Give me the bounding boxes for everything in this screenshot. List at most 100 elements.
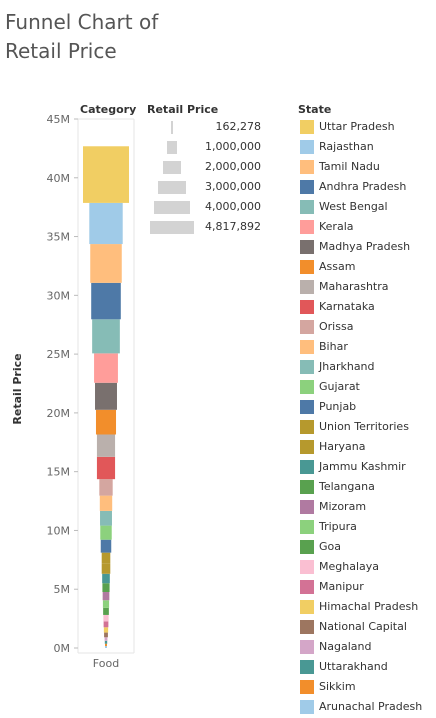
- legend-item[interactable]: Haryana: [300, 439, 436, 455]
- y-tick-label: 30M: [47, 289, 71, 302]
- size-legend-label: 4,000,000: [205, 200, 261, 213]
- legend-item[interactable]: Uttarakhand: [300, 659, 436, 675]
- legend-swatch: [300, 160, 314, 174]
- legend-item[interactable]: West Bengal: [300, 199, 436, 215]
- legend-swatch: [300, 440, 314, 454]
- legend-item[interactable]: Madhya Pradesh: [300, 239, 436, 255]
- funnel-segment: [104, 640, 108, 644]
- legend-item[interactable]: Telangana: [300, 479, 436, 495]
- legend-swatch: [300, 620, 314, 634]
- legend-label: Uttar Pradesh: [319, 120, 395, 133]
- legend-label: Assam: [319, 260, 356, 273]
- legend-item[interactable]: Himachal Pradesh: [300, 599, 436, 615]
- legend-swatch: [300, 640, 314, 654]
- legend-swatch: [300, 320, 314, 334]
- legend-item[interactable]: Kerala: [300, 219, 436, 235]
- size-legend-bar: [153, 201, 191, 214]
- legend-item[interactable]: Tamil Nadu: [300, 159, 436, 175]
- legend-item[interactable]: Bihar: [300, 339, 436, 355]
- legend-swatch: [300, 660, 314, 674]
- legend-swatch: [300, 260, 314, 274]
- legend-label: Sikkim: [319, 680, 356, 693]
- legend-swatch: [300, 700, 314, 714]
- legend-item[interactable]: Sikkim: [300, 679, 436, 695]
- legend-label: Jharkhand: [319, 360, 375, 373]
- size-legend-item: 2,000,000: [146, 159, 261, 175]
- legend-label: Punjab: [319, 400, 357, 413]
- legend-label: Goa: [319, 540, 341, 553]
- funnel-segment: [103, 607, 109, 615]
- legend-label: Andhra Pradesh: [319, 180, 407, 193]
- x-category-label: Food: [93, 657, 119, 670]
- legend-item[interactable]: Manipur: [300, 579, 436, 595]
- size-legend-label: 4,817,892: [205, 220, 261, 233]
- size-legend-bar: [162, 161, 182, 174]
- size-legend-header: Retail Price: [147, 103, 219, 116]
- legend-swatch: [300, 400, 314, 414]
- legend-label: West Bengal: [319, 200, 388, 213]
- legend-label: Haryana: [319, 440, 366, 453]
- legend-label: Kerala: [319, 220, 354, 233]
- legend-item[interactable]: Punjab: [300, 399, 436, 415]
- legend-item[interactable]: National Capital: [300, 619, 436, 635]
- funnel-segment: [91, 282, 121, 320]
- legend-item[interactable]: Union Territories: [300, 419, 436, 435]
- funnel-segment: [100, 539, 112, 553]
- size-legend-item: 4,817,892: [146, 219, 261, 235]
- legend-label: Maharashtra: [319, 280, 389, 293]
- size-legend-label: 1,000,000: [205, 140, 261, 153]
- legend-swatch: [300, 540, 314, 554]
- legend-item[interactable]: Rajasthan: [300, 139, 436, 155]
- size-legend-label: 2,000,000: [205, 160, 261, 173]
- funnel-segment: [104, 637, 108, 641]
- funnel-segment: [90, 244, 122, 283]
- legend-swatch: [300, 500, 314, 514]
- legend-item[interactable]: Mizoram: [300, 499, 436, 515]
- funnel-segment: [103, 621, 109, 628]
- y-tick-label: 20M: [47, 407, 71, 420]
- legend-item[interactable]: Assam: [300, 259, 436, 275]
- legend-item[interactable]: Maharashtra: [300, 279, 436, 295]
- legend-swatch: [300, 200, 314, 214]
- size-legend-bar: [158, 181, 186, 194]
- funnel-segment: [104, 632, 108, 638]
- legend-label: Gujarat: [319, 380, 360, 393]
- legend-label: Uttarakhand: [319, 660, 388, 673]
- legend-swatch: [300, 300, 314, 314]
- legend-swatch: [300, 600, 314, 614]
- legend-swatch: [300, 220, 314, 234]
- legend-item[interactable]: Jammu Kashmir: [300, 459, 436, 475]
- legend-item[interactable]: Tripura: [300, 519, 436, 535]
- y-tick-label: 35M: [47, 231, 71, 244]
- legend-swatch: [300, 680, 314, 694]
- legend-item[interactable]: Jharkhand: [300, 359, 436, 375]
- legend-swatch: [300, 580, 314, 594]
- legend-label: Tamil Nadu: [319, 160, 380, 173]
- legend-label: Madhya Pradesh: [319, 240, 411, 253]
- legend-item[interactable]: Orissa: [300, 319, 436, 335]
- legend-item[interactable]: Meghalaya: [300, 559, 436, 575]
- color-legend-header: State: [298, 103, 332, 116]
- chart-title: Funnel Chart of Retail Price: [5, 10, 159, 63]
- legend-label: Mizoram: [319, 500, 367, 513]
- funnel-segment: [103, 627, 109, 633]
- legend-label: Manipur: [319, 580, 364, 593]
- legend-item[interactable]: Gujarat: [300, 379, 436, 395]
- legend-item[interactable]: Nagaland: [300, 639, 436, 655]
- legend-item[interactable]: Goa: [300, 539, 436, 555]
- legend-item[interactable]: Andhra Pradesh: [300, 179, 436, 195]
- funnel-segment: [99, 479, 113, 496]
- y-tick-label: 40M: [47, 172, 71, 185]
- legend-swatch: [300, 280, 314, 294]
- funnel-segment: [103, 614, 109, 622]
- legend-item[interactable]: Karnataka: [300, 299, 436, 315]
- y-tick-label: 45M: [47, 113, 71, 126]
- legend-item[interactable]: Uttar Pradesh: [300, 119, 436, 135]
- legend-swatch: [300, 480, 314, 494]
- size-legend-bar: [150, 221, 194, 234]
- funnel-segment: [102, 573, 110, 584]
- size-legend-label: 3,000,000: [205, 180, 261, 193]
- funnel-segment: [100, 510, 112, 526]
- legend-item[interactable]: Arunachal Pradesh: [300, 699, 436, 715]
